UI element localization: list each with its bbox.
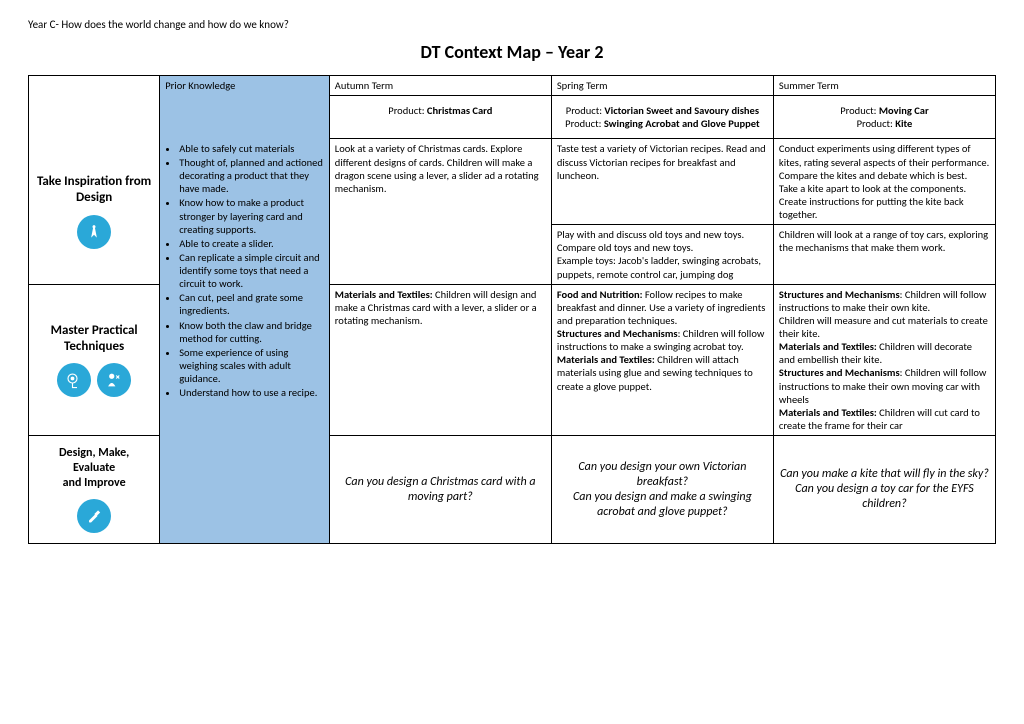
page-title: DT Context Map – Year 2 [28, 41, 996, 63]
compass-icon [77, 215, 111, 249]
row-label-practical: Master Practical Techniques [29, 284, 160, 435]
prior-item: Able to safely cut materials [179, 142, 324, 155]
strand-label: Materials and Textiles: [557, 353, 655, 366]
row-label-text: Master Practical Techniques [34, 323, 154, 356]
col-prior: Prior Knowledge [160, 76, 330, 96]
head-gear-icon [57, 363, 91, 397]
row-label-text: Design, Make, Evaluate and Improve [34, 446, 154, 491]
product-spring: Product: Victorian Sweet and Savoury dis… [551, 96, 773, 139]
product-name: Moving Car [879, 104, 929, 117]
inspiration-autumn: Look at a variety of Christmas cards. Ex… [329, 139, 551, 284]
row-label-inspiration: Take Inspiration from Design [29, 139, 160, 284]
inspiration-summer-a: Conduct experiments using different type… [773, 139, 995, 225]
col-autumn: Autumn Term [329, 76, 551, 96]
product-name: Kite [895, 117, 912, 130]
blank-header [29, 76, 160, 96]
header-note: Year C- How does the world change and ho… [28, 18, 996, 31]
prior-list: Able to safely cut materialsThought of, … [165, 142, 324, 399]
product-label: Product: [840, 104, 879, 117]
prior-item: Can replicate a simple circuit and ident… [179, 251, 324, 290]
practical-summer: Structures and Mechanisms: Children will… [773, 284, 995, 435]
prior-blank [160, 96, 330, 139]
col-summer: Summer Term [773, 76, 995, 96]
person-tool-icon [97, 363, 131, 397]
strand-label: Food and Nutrition: [557, 288, 643, 301]
inspiration-row-a: Take Inspiration from Design Able to saf… [29, 139, 996, 225]
prior-item: Know how to make a product stronger by l… [179, 196, 324, 235]
product-label: Product: [565, 117, 604, 130]
inspiration-spring-b: Play with and discuss old toys and new t… [551, 225, 773, 285]
header-row: Prior Knowledge Autumn Term Spring Term … [29, 76, 996, 96]
strand-label: Materials and Textiles: [779, 340, 877, 353]
row-label-text: Take Inspiration from Design [34, 174, 154, 207]
strand-text: Children will measure and cut materials … [779, 314, 988, 340]
strand-label: Materials and Textiles: [335, 288, 433, 301]
context-map-table: Prior Knowledge Autumn Term Spring Term … [28, 75, 996, 544]
strand-label: Structures and Mechanisms [779, 366, 900, 379]
practical-spring: Food and Nutrition: Follow recipes to ma… [551, 284, 773, 435]
prior-knowledge-cell: Able to safely cut materialsThought of, … [160, 139, 330, 544]
product-name: Swinging Acrobat and Glove Puppet [604, 117, 760, 130]
prior-item: Able to create a slider. [179, 237, 324, 250]
prior-item: Understand how to use a recipe. [179, 386, 324, 399]
col-spring: Spring Term [551, 76, 773, 96]
design-summer: Can you make a kite that will fly in the… [773, 436, 995, 544]
design-spring: Can you design your own Victorian breakf… [551, 436, 773, 544]
product-summer: Product: Moving Car Product: Kite [773, 96, 995, 139]
design-autumn: Can you design a Christmas card with a m… [329, 436, 551, 544]
prior-item: Thought of, planned and actioned decorat… [179, 156, 324, 195]
product-autumn: Product: Christmas Card [329, 96, 551, 139]
strand-label: Structures and Mechanisms [557, 327, 678, 340]
row-label-design: Design, Make, Evaluate and Improve [29, 436, 160, 544]
inspiration-spring-a: Taste test a variety of Victorian recipe… [551, 139, 773, 225]
blank-cell [29, 96, 160, 139]
product-name: Christmas Card [427, 104, 492, 117]
strand-label: Materials and Textiles: [779, 406, 877, 419]
inspiration-summer-b: Children will look at a range of toy car… [773, 225, 995, 285]
strand-label: Structures and Mechanisms [779, 288, 900, 301]
product-label: Product: [566, 104, 605, 117]
product-label: Product: [388, 104, 427, 117]
prior-item: Know both the claw and bridge method for… [179, 319, 324, 345]
paintbrush-icon [77, 499, 111, 533]
practical-autumn: Materials and Textiles: Children will de… [329, 284, 551, 435]
product-name: Victorian Sweet and Savoury dishes [604, 104, 759, 117]
prior-item: Some experience of using weighing scales… [179, 346, 324, 385]
product-label: Product: [857, 117, 896, 130]
products-row: Product: Christmas Card Product: Victori… [29, 96, 996, 139]
prior-item: Can cut, peel and grate some ingredients… [179, 291, 324, 317]
